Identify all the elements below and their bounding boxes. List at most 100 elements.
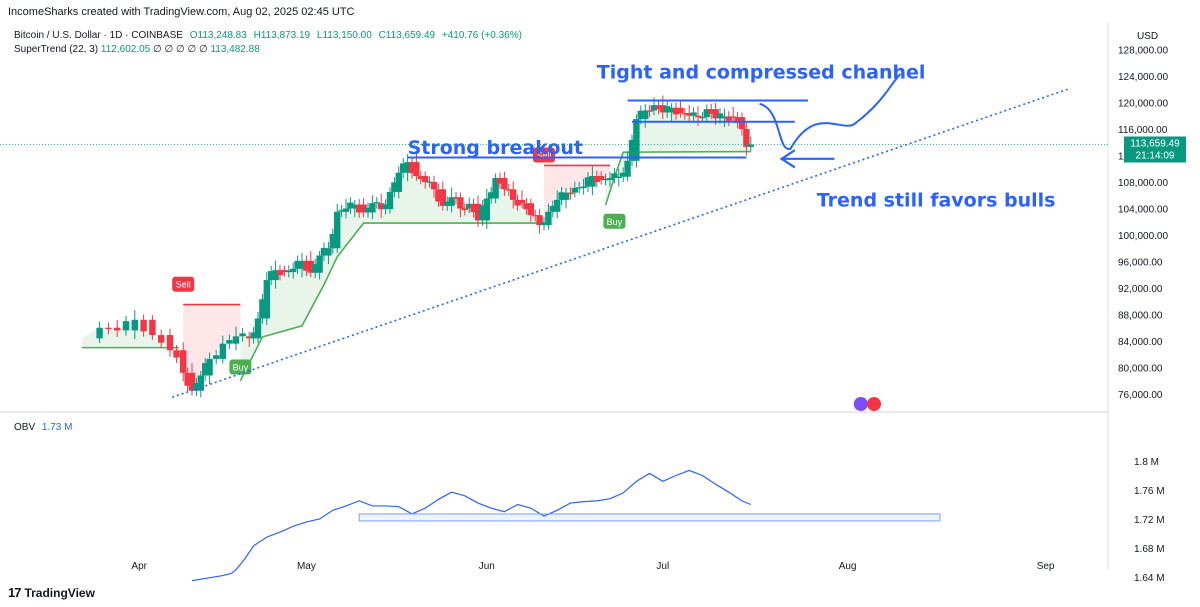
candle-body bbox=[624, 160, 631, 177]
candle-body bbox=[694, 115, 702, 118]
candle-body bbox=[391, 182, 398, 192]
signal-badge bbox=[172, 276, 195, 292]
event-icon bbox=[853, 397, 868, 411]
candle-body bbox=[342, 208, 350, 212]
candle-body bbox=[637, 110, 644, 120]
candle-body bbox=[558, 192, 565, 200]
supertrend-layer bbox=[82, 105, 751, 391]
candle-body bbox=[708, 109, 715, 114]
price-tag-value: 113,659.49 bbox=[1130, 139, 1180, 150]
candle-body bbox=[422, 176, 429, 182]
candle-body bbox=[373, 202, 380, 204]
candle-body bbox=[510, 189, 517, 200]
candle-body bbox=[580, 186, 587, 188]
candle-body bbox=[584, 177, 592, 187]
price-tick-label: 96,000.00 bbox=[1118, 258, 1163, 269]
price-tick-label: 128,000.00 bbox=[1118, 46, 1168, 57]
candle-body bbox=[307, 260, 314, 273]
supertrend-label[interactable]: SuperTrend (22, 3) bbox=[14, 44, 99, 55]
supertrend-band bbox=[240, 162, 544, 381]
buy-signal: Buy bbox=[229, 359, 252, 375]
candle-body bbox=[213, 355, 220, 359]
obv-tick-label: 1.72 M bbox=[1134, 515, 1165, 526]
candle-body bbox=[219, 343, 226, 359]
supertrend-line bbox=[239, 222, 544, 382]
candle-body bbox=[725, 116, 732, 121]
projection-path bbox=[759, 73, 902, 150]
candle-body bbox=[479, 205, 486, 221]
month-tick-label: Jul bbox=[656, 561, 669, 572]
obv-tick-label: 1.76 M bbox=[1134, 486, 1165, 497]
candle-body bbox=[642, 110, 649, 120]
arrow-icon bbox=[779, 149, 835, 169]
candle-body bbox=[686, 113, 693, 116]
brand-name: TradingView bbox=[24, 585, 95, 600]
candle-body bbox=[483, 198, 490, 221]
symbol-legend[interactable]: Bitcoin / U.S. Dollar · 1D · COINBASE O1… bbox=[14, 30, 526, 41]
candle-body bbox=[593, 176, 600, 182]
candles-layer bbox=[96, 95, 754, 398]
obv-tick-label: 1.8 M bbox=[1134, 457, 1159, 468]
candle-body bbox=[232, 336, 240, 344]
month-tick-label: Sep bbox=[1037, 561, 1055, 572]
signal-badge bbox=[603, 213, 626, 229]
candle-body bbox=[743, 129, 750, 147]
obv-tick-label: 1.68 M bbox=[1134, 544, 1165, 555]
candle-body bbox=[378, 203, 385, 210]
candle-body bbox=[259, 299, 266, 319]
month-tick-label: Aug bbox=[839, 561, 857, 572]
price-tick-label: 120,000.00 bbox=[1118, 99, 1168, 110]
flag-icon bbox=[867, 397, 881, 411]
candle-body bbox=[193, 383, 200, 391]
price-tick-label: 84,000.00 bbox=[1118, 337, 1163, 348]
symbol-name[interactable]: Bitcoin / U.S. Dollar · 1D · COINBASE bbox=[14, 30, 183, 41]
signal-badge bbox=[229, 359, 252, 375]
chart-credit: IncomeSharks created with TradingView.co… bbox=[8, 6, 355, 18]
supertrend-band bbox=[605, 105, 751, 206]
candle-body bbox=[602, 179, 609, 181]
supertrend-legend[interactable]: SuperTrend (22, 3) 112,602.05 ∅ ∅ ∅ ∅ ∅ … bbox=[14, 44, 260, 55]
candle-body bbox=[408, 162, 416, 174]
candle-body bbox=[598, 176, 605, 181]
tradingview-brand[interactable]: 17 TradingView bbox=[8, 585, 95, 600]
signal-label: Buy bbox=[607, 217, 623, 227]
candle-body bbox=[540, 222, 548, 226]
price-tick-label: 92,000.00 bbox=[1118, 284, 1163, 295]
obv-legend[interactable]: OBV 1.73 M bbox=[14, 422, 72, 433]
time-axis: Apr May Jun Jul Aug Sep bbox=[131, 561, 1055, 572]
candle-body bbox=[444, 201, 451, 206]
month-tick-label: May bbox=[297, 561, 316, 572]
candle-body bbox=[417, 176, 424, 180]
candle-body bbox=[298, 260, 306, 269]
annotation-layer: Sell Buy Sell Buy Tight and compressed chanh… bbox=[0, 62, 1186, 411]
candle-body bbox=[281, 270, 288, 273]
price-tick-label: 100,000.00 bbox=[1118, 231, 1168, 242]
candle-body bbox=[226, 340, 233, 344]
candle-body bbox=[413, 162, 420, 177]
candle-body bbox=[496, 178, 504, 184]
candle-body bbox=[655, 105, 662, 109]
signal-label: Sell bbox=[536, 151, 551, 161]
candle-body bbox=[518, 199, 526, 204]
candle-body bbox=[320, 247, 328, 256]
candle-body bbox=[272, 270, 279, 281]
candle-body bbox=[439, 189, 446, 206]
currency-label[interactable]: USD bbox=[1137, 31, 1159, 42]
candle-body bbox=[712, 109, 719, 119]
candle-body bbox=[501, 178, 508, 190]
obv-layer bbox=[191, 469, 941, 582]
obv-tick-label: 1.64 M bbox=[1134, 573, 1165, 584]
candle-body bbox=[664, 106, 671, 113]
candle-body bbox=[703, 109, 710, 118]
candle-body bbox=[452, 197, 460, 199]
obv-label[interactable]: OBV bbox=[14, 422, 36, 433]
candle-body bbox=[268, 271, 275, 281]
candle-body bbox=[646, 110, 653, 112]
candle-body bbox=[505, 189, 512, 191]
candle-body bbox=[131, 319, 138, 331]
candle-body bbox=[611, 173, 618, 179]
price-tick-label: 116,000.00 bbox=[1118, 125, 1168, 136]
candle-body bbox=[140, 319, 147, 332]
month-tick-label: Apr bbox=[131, 561, 147, 572]
